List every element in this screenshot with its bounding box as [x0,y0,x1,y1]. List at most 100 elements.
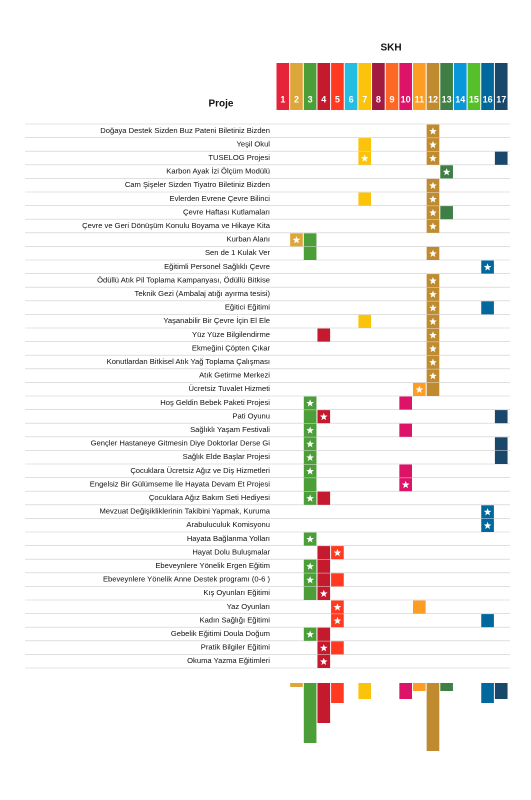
project-name: Ücretsiz Tuvalet Hizmeti [189,384,271,393]
sdg-cell [303,233,317,247]
sdg-total-bar [399,683,412,699]
star [333,548,342,557]
project-name: Sen de 1 Kulak Ver [205,248,270,257]
star [429,249,437,257]
project-name: Yeşil Okul [237,139,271,148]
sdg-total-bar [494,683,508,699]
sdg-cell [494,450,508,464]
sdg-cell [303,478,317,492]
project-name: Çevre Haftası Kutlamaları [183,207,270,216]
project-name: Okuma Yazma Eğitimleri [187,656,270,665]
sdg-total-bar [303,683,317,743]
project-name: Kış Oyunları Eğitimi [203,588,270,597]
sdg-number: 1 [280,94,285,104]
sdg-number: 2 [294,94,299,104]
sdg-total-bar [413,683,426,691]
star [360,154,369,162]
star [483,263,492,271]
sdg-number: 16 [483,94,493,104]
star [306,440,314,448]
column-label: Proje [208,99,233,110]
star [306,535,314,543]
sdg-number: 7 [362,94,367,104]
star [333,616,342,625]
sdg-cell [481,614,494,628]
project-name: Yaşanabilir Bir Çevre İçin El Ele [163,316,270,325]
sdg-cell [303,586,317,600]
sdg-header-cell [303,63,317,110]
project-name: TUSELOG Projesi [208,153,270,162]
sdg-number: 12 [428,94,438,104]
sdg-number: 4 [321,94,326,104]
star [429,140,437,149]
sdg-cell [494,410,508,424]
project-name: Hoş Geldin Bebek Paketi Projesi [160,398,270,407]
sdg-total-bar [331,683,344,703]
sdg-header-cell [453,63,467,110]
star [415,385,424,393]
sdg-header-cell [290,63,303,110]
project-name: Evlerden Evrene Çevre Bilinci [170,194,271,203]
sdg-number: 8 [376,94,381,104]
sdg-cell [413,600,426,614]
sdg-cell [317,573,331,587]
project-name: Çocuklara Ağız Bakım Seti Hediyesi [149,493,270,502]
project-name: Pratik Bilgiler Eğitimi [201,643,271,652]
sdg-total-bar [358,683,372,699]
star [306,630,314,638]
project-name: Eğitici Eğitimi [225,303,270,312]
star [292,236,301,244]
sdg-cell [317,627,331,641]
project-name: Atık Getirme Merkezi [199,371,270,380]
sdg-header-cell [372,63,385,110]
sdg-cell [399,423,412,437]
sdg-header-cell [358,63,372,110]
sdg-cell [358,192,372,206]
project-name: Hayata Bağlanma Yolları [187,534,270,543]
sdg-number: 13 [442,94,452,104]
star [319,412,328,421]
project-name: Çocuklara Ücretsiz Ağız ve Diş Hizmetler… [130,466,270,475]
sdg-header-cell [440,63,453,110]
project-name: Arabuluculuk Komisyonu [186,520,270,529]
star [429,358,437,366]
star [319,589,328,597]
sdg-cell [440,206,453,220]
sdg-total-bar [317,683,331,723]
sdg-cell [331,573,344,587]
sdg-number: 10 [401,94,411,104]
star [306,426,314,434]
sdg-cell [303,410,317,424]
project-name: Sağlıklı Yaşam Festivali [190,425,270,434]
sdg-cell [317,491,331,505]
project-name: Ödüllü Atık Pil Toplama Kampanyası, Ödül… [97,275,270,284]
sdg-total-bar [290,683,303,687]
project-name: Mevzuat Değişikliklerinin Takibini Yapma… [99,507,270,516]
star [483,508,492,516]
project-name: Ebeveynlere Yönelik Anne Destek programı… [103,575,270,584]
sdg-number: 9 [390,94,395,104]
project-name: Engelsiz Bir Gülümseme İle Hayata Devam … [90,479,271,488]
star [306,453,314,461]
sdg-number: 5 [335,94,340,104]
star [429,222,437,230]
sdg-header-cell [494,63,508,110]
sdg-header-cell [426,63,440,110]
project-name: Ekmeğini Çöpten Çıkar [192,343,271,352]
project-name: Ebeveynlere Yönelik Ergen Eğitim [155,561,270,570]
project-name: Çevre ve Geri Dönüşüm Konulu Boyama ve H… [82,221,271,230]
sdg-header-cell [276,63,290,110]
star [483,521,492,529]
project-name: Konutlardan Bitkisel Atık Yağ Toplama Ça… [107,357,270,366]
sdg-header-cell [344,63,358,110]
star [333,603,342,611]
star [429,304,437,312]
sdg-cell [303,246,317,260]
star [429,195,437,203]
sdg-total-bar [481,683,494,703]
project-name: Pati Oyunu [232,411,270,420]
sdg-number: 17 [496,94,506,104]
project-name: Yüz Yüze Bilgilendirme [192,330,270,339]
